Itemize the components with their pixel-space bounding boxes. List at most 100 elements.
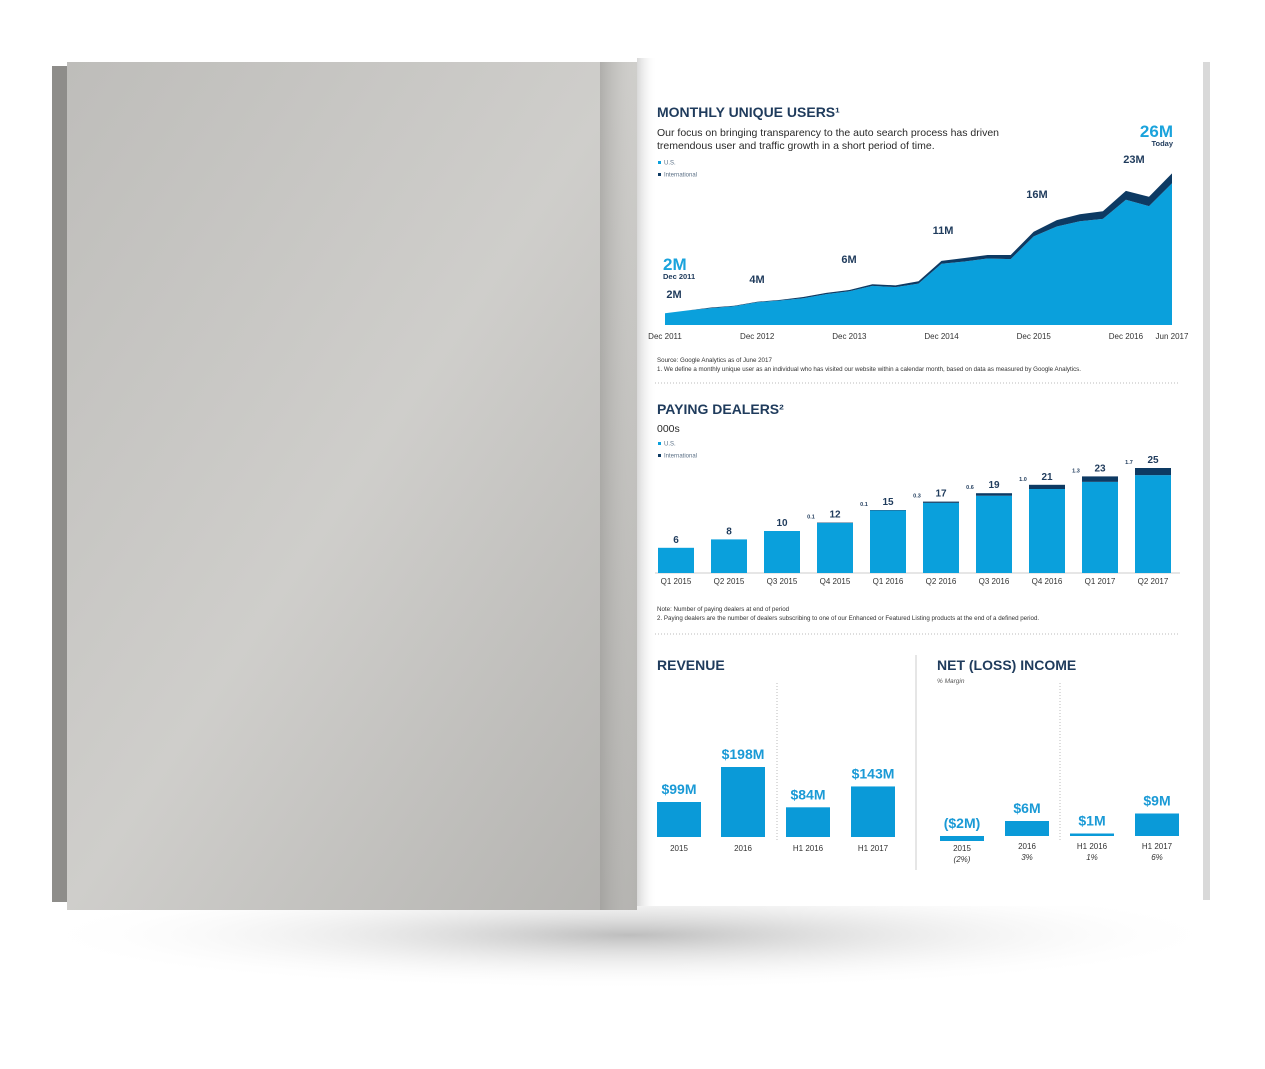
callout-caption: Today <box>1151 139 1173 148</box>
x-tick-label: Q2 2017 <box>1138 577 1169 586</box>
annotation: 16M <box>1026 189 1047 201</box>
x-tick-label: H1 2017 <box>1142 842 1173 851</box>
segment-label: 1.3 <box>1072 468 1080 474</box>
area <box>665 183 1172 325</box>
x-tick-label: Jun 2017 <box>1156 332 1189 341</box>
bar-segment <box>1029 489 1065 573</box>
x-tick-label: Q4 2016 <box>1032 577 1063 586</box>
x-tick-label: Q4 2015 <box>820 577 851 586</box>
x-tick-label: Q1 2015 <box>661 577 692 586</box>
total-label: 19 <box>988 480 1000 491</box>
margin-label: 6% <box>1151 853 1163 862</box>
bar-segment <box>658 547 694 573</box>
bar-segment <box>976 493 1012 496</box>
bar-segment <box>1082 481 1118 573</box>
x-tick-label: Q3 2016 <box>979 577 1010 586</box>
chart-subtitle: tremendous user and traffic growth in a … <box>657 140 935 152</box>
value-label: $6M <box>1013 800 1040 816</box>
value-label: $1M <box>1078 813 1105 829</box>
chart-title: NET (LOSS) INCOME <box>937 657 1076 673</box>
value-label: ($2M) <box>944 815 981 831</box>
bar-segment <box>1135 475 1171 573</box>
bar-segment <box>923 502 959 573</box>
callout-value: 26M <box>1140 122 1173 141</box>
bar <box>940 836 984 841</box>
footnote: 1. We define a monthly unique user as an… <box>657 366 1081 373</box>
callout-caption: Dec 2011 <box>663 272 695 281</box>
x-tick-label: Q2 2016 <box>926 577 957 586</box>
legend-swatch <box>658 454 661 457</box>
x-tick-label: Dec 2014 <box>924 332 959 341</box>
x-tick-label: Dec 2016 <box>1109 332 1144 341</box>
chart-title: PAYING DEALERS² <box>657 401 784 417</box>
x-tick-label: H1 2016 <box>1077 842 1108 851</box>
annotation: 23M <box>1123 154 1144 166</box>
bar-segment <box>1082 476 1118 482</box>
total-label: 25 <box>1147 455 1159 466</box>
x-tick-label: 2015 <box>670 844 688 853</box>
annotation: 6M <box>841 254 856 266</box>
total-label: 12 <box>829 510 841 521</box>
legend-swatch <box>658 161 661 164</box>
legend-label: U.S. <box>664 442 676 448</box>
value-label: $198M <box>722 746 765 762</box>
annotation: 11M <box>933 225 954 237</box>
chart-subtitle: 000s <box>657 423 680 435</box>
footnote: Note: Number of paying dealers at end of… <box>657 606 790 613</box>
total-label: 15 <box>882 497 894 508</box>
x-tick-label: Q1 2017 <box>1085 577 1116 586</box>
x-tick-label: Dec 2012 <box>740 332 775 341</box>
legend-label: International <box>664 454 697 460</box>
bar <box>851 786 895 837</box>
chart-title: MONTHLY UNIQUE USERS¹ <box>657 104 840 120</box>
spine-right <box>637 58 657 906</box>
bar-segment <box>1135 468 1171 476</box>
bar-segment <box>923 501 959 503</box>
bar-segment <box>711 539 747 573</box>
legend-label: U.S. <box>664 161 676 167</box>
segment-label: 1.7 <box>1125 460 1133 466</box>
x-tick-label: Q3 2015 <box>767 577 798 586</box>
footnote: 2. Paying dealers are the number of deal… <box>657 615 1039 622</box>
value-label: $143M <box>852 765 895 781</box>
x-tick-label: Dec 2013 <box>832 332 867 341</box>
bar-segment <box>817 523 853 573</box>
bar <box>721 767 765 837</box>
x-tick-label: Dec 2015 <box>1017 332 1052 341</box>
total-label: 8 <box>726 526 732 537</box>
total-label: 23 <box>1094 463 1106 474</box>
bar <box>1135 813 1179 836</box>
total-label: 10 <box>776 518 788 529</box>
chart-subtitle: % Margin <box>937 678 965 685</box>
total-label: 17 <box>935 489 947 500</box>
bar <box>1070 833 1114 836</box>
margin-label: 3% <box>1021 853 1033 862</box>
segment-label: 1.0 <box>1019 477 1027 483</box>
margin-label: 1% <box>1086 853 1098 862</box>
segment-label: 0.1 <box>807 515 815 521</box>
legend-swatch <box>658 442 661 445</box>
annotation: 4M <box>749 274 764 286</box>
left-page <box>67 62 637 910</box>
bar <box>786 807 830 837</box>
total-label: 21 <box>1041 472 1053 483</box>
margin-label: (2%) <box>954 855 971 864</box>
bar-segment <box>976 495 1012 573</box>
spine <box>600 62 637 910</box>
x-tick-label: 2015 <box>953 844 971 853</box>
callout-value: 2M <box>663 255 687 274</box>
value-label: $9M <box>1143 793 1170 809</box>
segment-label: 0.1 <box>860 502 868 508</box>
value-label: $84M <box>790 786 825 802</box>
footnote: Source: Google Analytics as of June 2017 <box>657 357 772 364</box>
bar-segment <box>764 531 800 573</box>
bar-segment <box>870 510 906 573</box>
total-label: 6 <box>673 535 679 546</box>
annotation: 2M <box>666 289 681 301</box>
value-label: $99M <box>661 781 696 797</box>
x-tick-label: H1 2017 <box>858 844 889 853</box>
x-tick-label: Q1 2016 <box>873 577 904 586</box>
x-tick-label: 2016 <box>1018 842 1036 851</box>
